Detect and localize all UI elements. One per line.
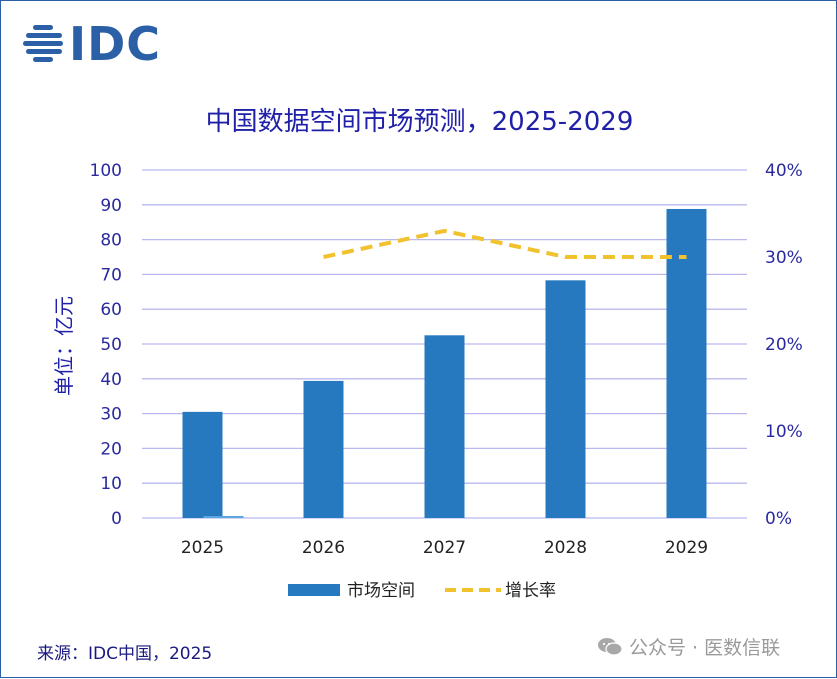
y-tick-label: 100 xyxy=(90,161,122,181)
x-tick-label: 2026 xyxy=(302,538,345,558)
line-stub xyxy=(204,516,244,518)
y-tick-label: 40 xyxy=(100,370,122,390)
x-tick-label: 2025 xyxy=(181,538,224,558)
legend-swatch-bar xyxy=(288,584,340,596)
y-tick-label: 90 xyxy=(100,196,122,216)
y-tick-label: 20 xyxy=(100,439,122,459)
bar xyxy=(183,412,223,518)
wechat-icon xyxy=(597,637,623,657)
y2-tick-label: 30% xyxy=(765,248,803,268)
bar xyxy=(425,335,465,518)
legend-label-line: 增长率 xyxy=(505,581,556,601)
y2-tick-label: 20% xyxy=(765,335,803,355)
y-axis-left: 0 10 20 30 40 50 60 70 80 90 100 xyxy=(90,161,122,529)
x-tick-label: 2028 xyxy=(544,538,587,558)
y-tick-label: 60 xyxy=(100,300,122,320)
y-tick-label: 0 xyxy=(111,509,122,529)
source-note: 来源：IDC中国，2025 xyxy=(37,639,212,664)
legend-label-bar: 市场空间 xyxy=(347,581,415,601)
x-tick-label: 2029 xyxy=(665,538,708,558)
y2-tick-label: 40% xyxy=(765,161,803,181)
x-tick-label: 2027 xyxy=(423,538,466,558)
bar xyxy=(546,280,586,518)
y-axis-right: 0% 10% 20% 30% 40% xyxy=(765,161,803,529)
bar xyxy=(304,381,344,518)
y-tick-label: 10 xyxy=(100,474,122,494)
y-tick-label: 50 xyxy=(100,335,122,355)
y-tick-label: 30 xyxy=(100,405,122,425)
y-tick-label: 80 xyxy=(100,231,122,251)
x-axis: 2025 2026 2027 2028 2029 xyxy=(181,538,708,558)
y2-tick-label: 10% xyxy=(765,422,803,442)
legend: 市场空间 增长率 xyxy=(288,581,556,601)
watermark: 公众号 · 医数信联 xyxy=(597,633,780,660)
y-tick-label: 70 xyxy=(100,265,122,285)
y2-tick-label: 0% xyxy=(765,509,792,529)
growth-line xyxy=(324,231,687,257)
watermark-text: 公众号 · 医数信联 xyxy=(629,637,780,659)
y-axis-label: 单位：亿元 xyxy=(52,296,76,396)
